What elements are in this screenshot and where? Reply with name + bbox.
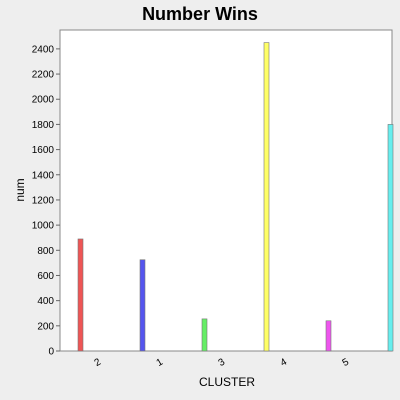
y-tick-label: 800 — [37, 246, 54, 257]
x-axis-label: CLUSTER — [199, 375, 255, 389]
y-tick-label: 400 — [37, 296, 54, 307]
plot-area — [59, 29, 393, 352]
y-tick-label: 200 — [37, 321, 54, 332]
x-tick-label: 5 — [341, 356, 352, 369]
x-tick-label: 3 — [217, 356, 228, 369]
bars-group — [77, 42, 394, 352]
y-tick-label: 0 — [48, 347, 54, 358]
y-tick-label: 1000 — [32, 221, 55, 232]
bar-cluster-4 — [263, 42, 270, 352]
y-tick-label: 600 — [37, 271, 54, 282]
y-axis: 0 200 400 600 800 1000 1200 1400 1600 1800 2000 220… — [32, 44, 60, 358]
bar-cluster-1 — [139, 259, 146, 352]
x-tick-label: 1 — [155, 356, 166, 369]
y-tick-label: 1200 — [32, 195, 55, 206]
x-tick-label: 2 — [93, 356, 104, 369]
y-tick-label: 2200 — [32, 70, 55, 81]
x-axis: 213456 — [93, 356, 352, 369]
x-tick-label: 4 — [279, 356, 290, 369]
y-tick-label: 1600 — [32, 145, 55, 156]
bar-cluster-2 — [77, 238, 84, 352]
chart-title: Number Wins — [142, 4, 258, 24]
bar-cluster-5 — [325, 320, 332, 352]
bar-cluster-3 — [201, 318, 208, 352]
y-tick-label: 1400 — [32, 170, 55, 181]
y-tick-label: 2400 — [32, 44, 55, 55]
y-tick-label: 1800 — [32, 120, 55, 131]
y-axis-label: num — [13, 178, 27, 201]
bar-cluster-6 — [387, 124, 394, 352]
y-tick-label: 2000 — [32, 95, 55, 106]
